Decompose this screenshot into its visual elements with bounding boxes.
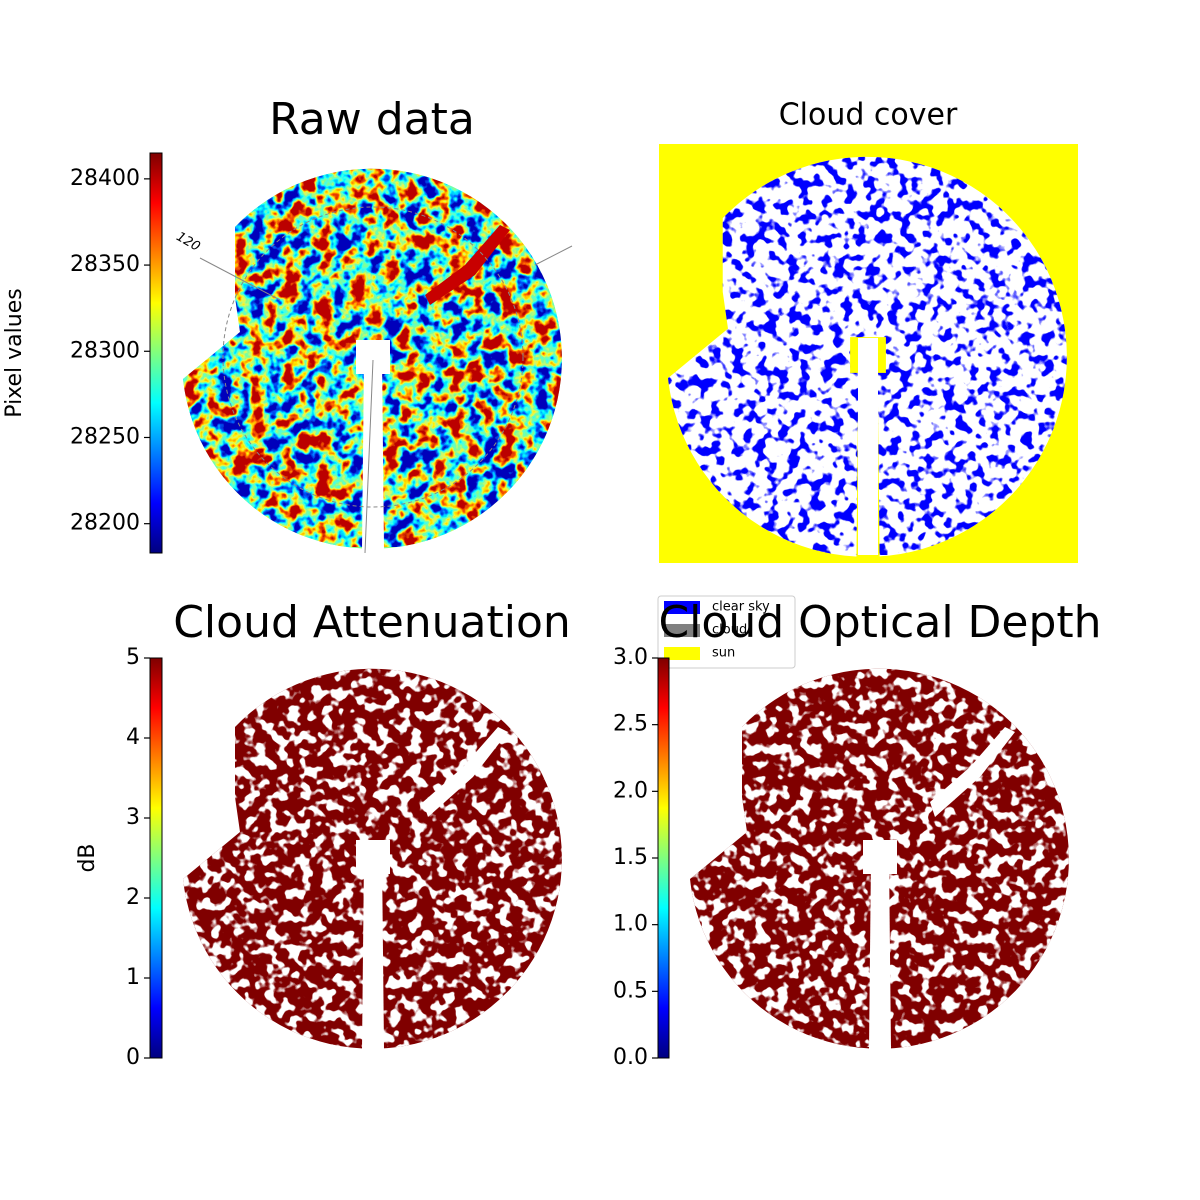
arm-white bbox=[858, 338, 878, 555]
colorbar-label: dB bbox=[75, 843, 100, 872]
legend-swatch bbox=[664, 601, 700, 614]
panel-image bbox=[659, 144, 1078, 563]
panel-title: Cloud cover bbox=[779, 98, 958, 133]
polar-spoke bbox=[364, 359, 374, 554]
clear-streak bbox=[930, 727, 1015, 817]
polar-spoke bbox=[199, 257, 281, 301]
colorbar-tick-label: 1.0 bbox=[613, 912, 648, 937]
cloud-streak bbox=[425, 225, 510, 305]
colorbar-tick-label: 3 bbox=[126, 805, 140, 830]
colorbar-tick-label: 28300 bbox=[70, 338, 140, 363]
polar-spoke bbox=[534, 245, 573, 266]
panel-title: Raw data bbox=[269, 94, 475, 145]
colorbar bbox=[149, 152, 163, 554]
arm-mask bbox=[362, 857, 384, 1049]
images: 120 bbox=[173, 144, 1078, 1049]
legend-swatch bbox=[664, 647, 700, 660]
panel-image bbox=[183, 668, 562, 1049]
polar-ring bbox=[222, 206, 524, 508]
colorbar-tick-label: 0 bbox=[126, 1045, 140, 1070]
legend-label: cloud bbox=[712, 623, 747, 638]
colorbar-tick-label: 1.5 bbox=[613, 845, 648, 870]
colorbar-label: Pixel values bbox=[2, 288, 27, 417]
panel-title: Cloud Attenuation bbox=[173, 597, 571, 648]
clear-streak bbox=[423, 727, 508, 817]
panel-title: Cloud Optical Depth bbox=[658, 597, 1101, 648]
colorbar-tick-label: 2.0 bbox=[613, 778, 648, 803]
colorbar-tick-label: 28250 bbox=[70, 424, 140, 449]
colorbar-tick-label: 28350 bbox=[70, 252, 140, 277]
colorbar-tick-label: 28200 bbox=[70, 511, 140, 536]
panel-image: 120 bbox=[173, 168, 573, 554]
colorbar bbox=[657, 657, 670, 1059]
legend: clear sky cloud sun bbox=[657, 595, 796, 669]
legend-label: clear sky bbox=[712, 600, 770, 615]
arm-mask bbox=[869, 857, 891, 1049]
colorbar-tick-label: 5 bbox=[126, 645, 140, 670]
legend-swatch bbox=[664, 624, 700, 637]
colorbar-tick-label: 28400 bbox=[70, 166, 140, 191]
colorbar-tick-label: 0.0 bbox=[613, 1045, 648, 1070]
polar-label: 120 bbox=[173, 229, 202, 254]
colorbar-tick-label: 1 bbox=[126, 965, 140, 990]
colorbar-tick-label: 3.0 bbox=[613, 645, 648, 670]
colorbar-tick-label: 4 bbox=[126, 725, 140, 750]
colorbar-tick-label: 2.5 bbox=[613, 712, 648, 737]
legend-label: sun bbox=[712, 646, 735, 661]
axes: Raw data 28200 28250 28300 28350 28400 Pixel v… bbox=[2, 94, 1102, 1070]
panel-image bbox=[690, 668, 1069, 1049]
colorbar-tick-label: 0.5 bbox=[613, 978, 648, 1003]
colorbar bbox=[149, 657, 163, 1059]
colorbar-tick-label: 2 bbox=[126, 885, 140, 910]
arm-mask bbox=[362, 357, 384, 549]
